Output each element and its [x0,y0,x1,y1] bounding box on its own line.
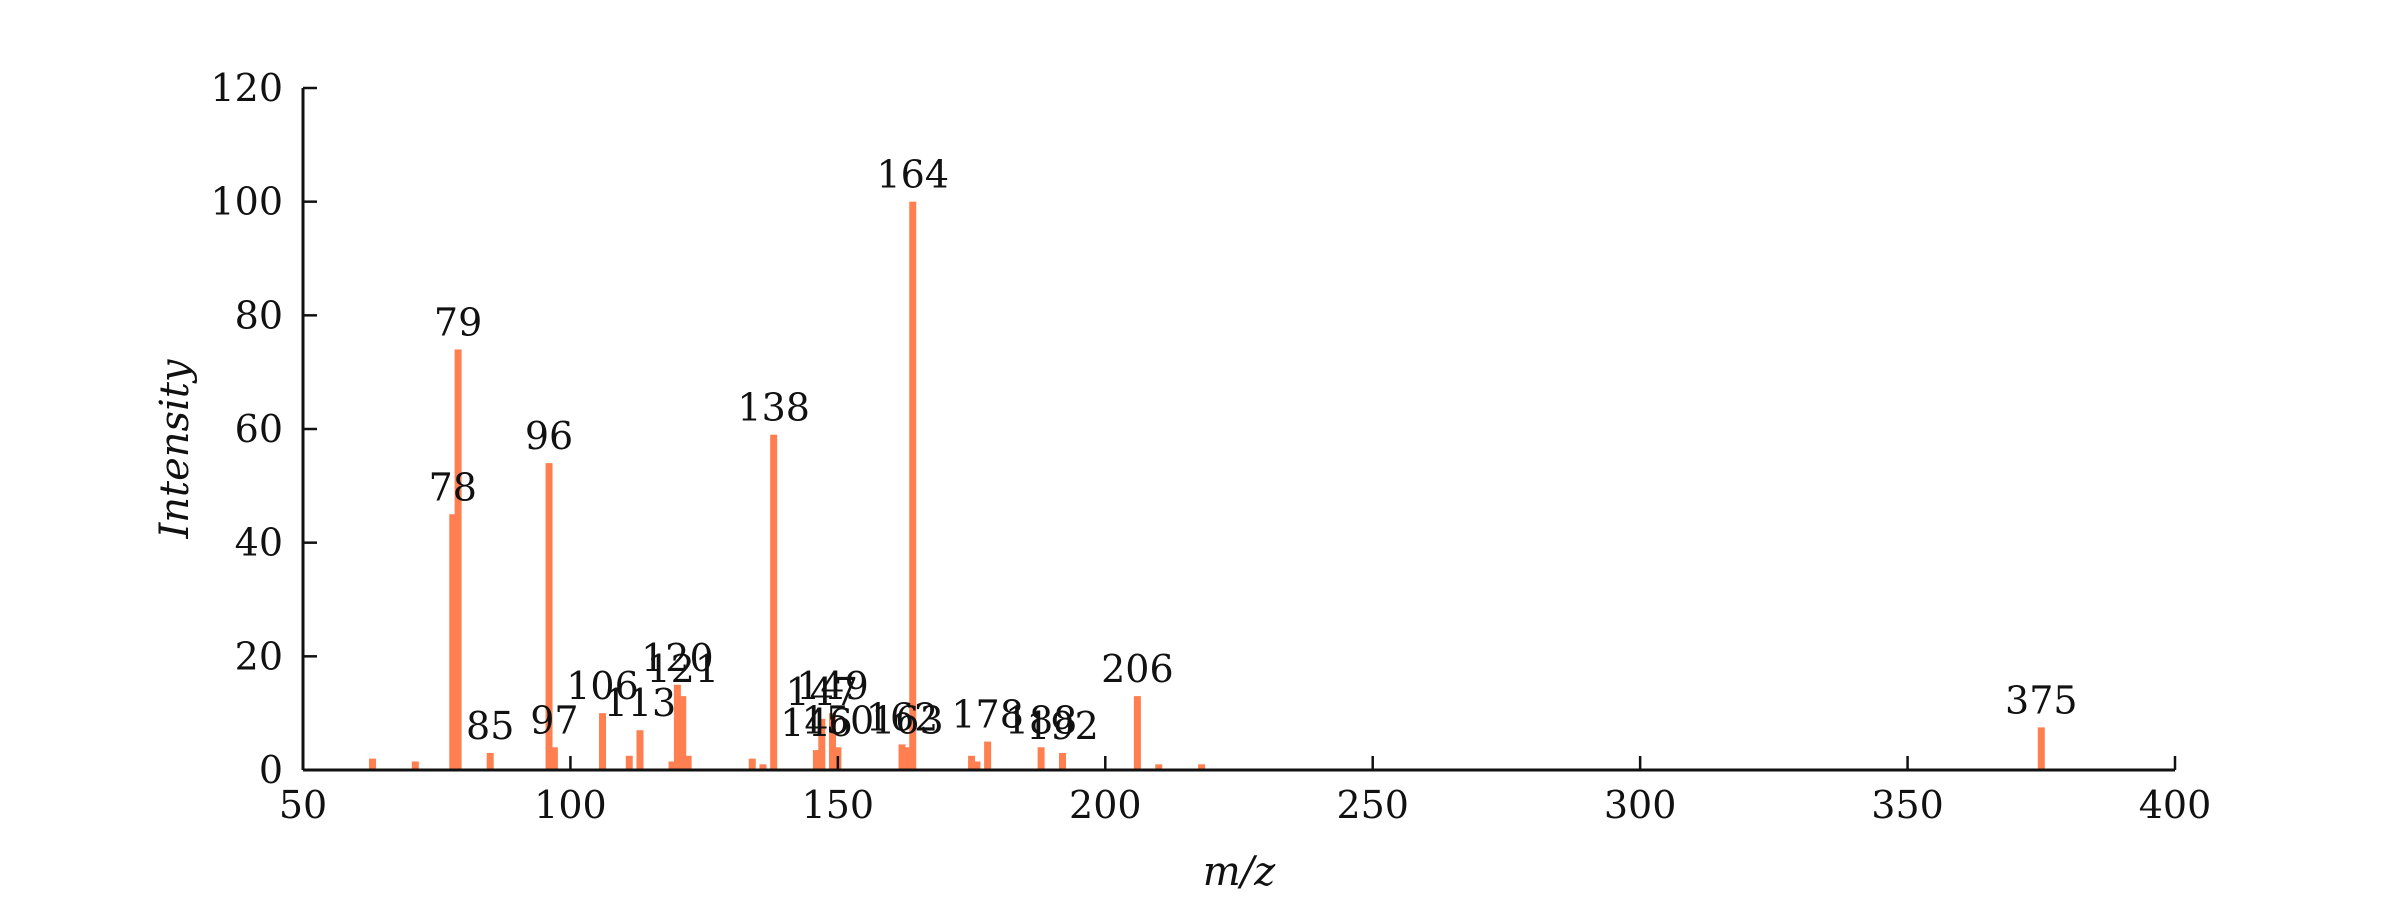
peak-label: 375 [2005,678,2078,722]
spectrum-bar [636,730,644,770]
bars-layer [369,201,2045,771]
spectrum-bar [1037,747,1045,770]
peak-label: 178 [951,693,1024,737]
peak-label: 163 [871,698,944,742]
spectrum-bar [812,750,820,770]
peak-label: 164 [876,153,949,197]
spectrum-bar [759,764,767,770]
peak-label: 96 [525,414,573,458]
spectrum-bar [411,761,419,770]
y-tick-label: 80 [235,293,283,337]
spectrum-bar [673,684,681,770]
y-tick-label: 100 [210,180,283,224]
peak-label: 120 [641,636,714,680]
x-tick-label: 400 [2139,783,2212,827]
y-axis-title: Intensity [152,358,198,539]
y-tick-label: 120 [210,66,283,110]
x-tick-label: 50 [279,783,327,827]
spectrum-bar [1059,752,1066,770]
x-axis-title: m/z [1203,849,1276,895]
peak-label: 85 [466,704,514,748]
spectrum-bar [770,434,778,770]
spectrum-bar [550,747,558,770]
spectrum-bar [968,755,976,770]
spectrum-bar [1133,696,1141,770]
x-tick-label: 350 [1871,783,1944,827]
spectrum-bar [486,752,494,770]
peak-label: 147 [786,670,859,714]
peak-label: 188 [1005,698,1078,742]
peak-label: 97 [530,698,578,742]
peak-label: 138 [737,386,810,430]
spectrum-bar [818,718,826,770]
spectrum-bar [369,758,377,770]
y-tick-label: 60 [235,407,283,451]
spectrum-bar [545,463,553,770]
peak-label: 149 [796,664,869,708]
y-tick-label: 0 [259,748,283,792]
peak-label: 206 [1101,647,1174,691]
spectrum-bar [2037,727,2045,771]
x-tick-label: 150 [802,783,875,827]
x-tick-label: 300 [1604,783,1677,827]
x-tick-label: 200 [1069,783,1142,827]
spectrum-bar [668,761,676,770]
x-tick-label: 100 [534,783,607,827]
spectrum-bar [449,514,457,770]
spectrum-bar [898,744,906,770]
peak-label: 79 [434,300,482,344]
peak-label: 113 [604,681,677,725]
peak-label: 162 [866,695,939,739]
peak-label: 78 [429,465,477,509]
spectrum-bar [454,349,462,770]
x-ticks: 50 100 150 200 250 300 350 400 [279,756,2211,827]
y-ticks: 0 20 40 60 80 100 120 [210,66,317,792]
spectrum-bar [684,755,692,770]
peak-label: 150 [802,698,875,742]
y-tick-label: 20 [235,634,283,678]
spectrum-bar [679,696,687,770]
peak-label: 121 [646,647,719,691]
spectrum-bar [625,755,633,770]
spectrum-bar [599,713,607,770]
spectrum-bar [1155,764,1163,770]
peak-label: 146 [780,701,853,745]
peak-label: 192 [1026,704,1099,748]
spectrum-bar [748,758,756,770]
x-tick-label: 250 [1336,783,1409,827]
spectrum-bar [829,713,837,770]
spectrum-bar [903,747,911,770]
peak-label: 106 [566,664,639,708]
y-tick-label: 40 [235,521,283,565]
spectrum-bar [1198,764,1206,770]
spectrum-bar [909,201,917,771]
spectrum-bar [984,741,992,770]
spectrum-bar [973,761,981,770]
